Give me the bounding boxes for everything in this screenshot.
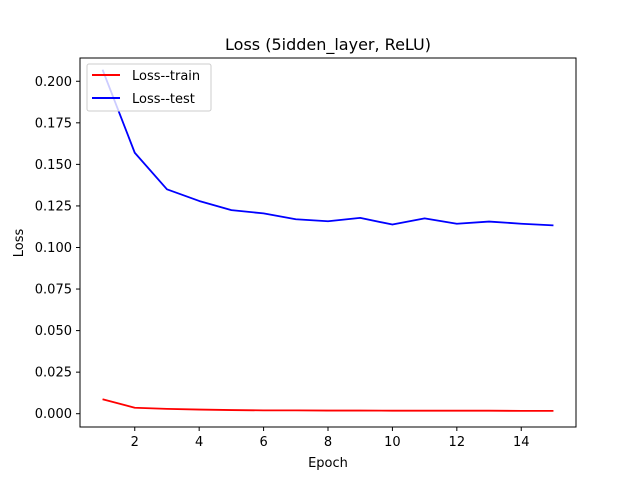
y-tick-label: 0.050 [35, 324, 72, 339]
y-tick-label: 0.100 [35, 241, 72, 256]
y-tick-label: 0.075 [35, 283, 72, 298]
plot-area [101, 69, 554, 412]
x-tick-label: 6 [259, 435, 267, 450]
y-tick-label: 0.175 [35, 116, 72, 131]
x-tick-label: 14 [513, 435, 530, 450]
x-axis-label: Epoch [308, 456, 348, 471]
x-tick-label: 4 [195, 435, 203, 450]
series-line-train [102, 398, 554, 412]
x-tick-label: 2 [131, 435, 139, 450]
x-tick-label: 8 [324, 435, 332, 450]
axes-frame [79, 57, 577, 428]
legend: Loss--train Loss--test [86, 63, 212, 112]
y-tick-label: 0.000 [35, 407, 72, 422]
legend-label-train: Loss--train [132, 69, 200, 84]
y-axis-label: Loss [12, 229, 27, 258]
x-tick-label: 12 [449, 435, 466, 450]
y-tick-label: 0.150 [35, 158, 72, 173]
y-tick-label: 0.025 [35, 366, 72, 381]
series-line-test [101, 69, 554, 227]
y-tick-label: 0.200 [35, 75, 72, 90]
legend-label-test: Loss--test [132, 92, 195, 107]
x-tick-label: 10 [384, 435, 401, 450]
chart-title: Loss (5idden_layer, ReLU) [225, 35, 431, 55]
y-tick-label: 0.125 [35, 199, 72, 214]
